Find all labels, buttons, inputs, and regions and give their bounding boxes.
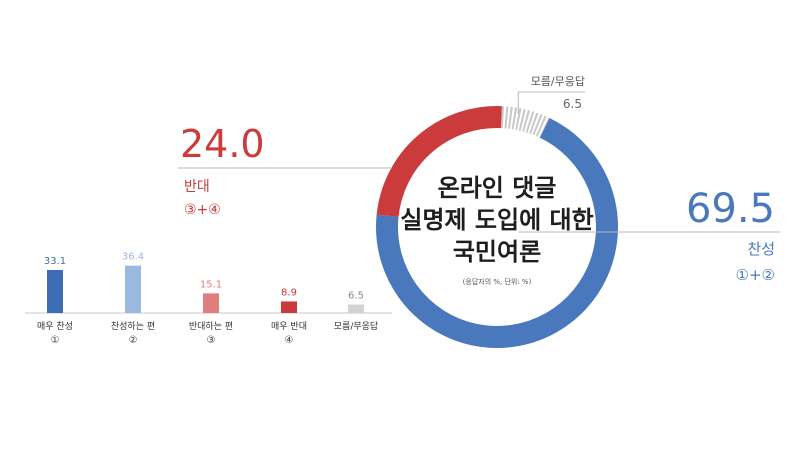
support-value-label: 69.5 [686, 186, 775, 232]
bar-value-label: 6.5 [348, 291, 364, 302]
bar-3 [203, 293, 219, 313]
donut-hole [399, 129, 595, 325]
donut-slice-unknown [500, 106, 550, 138]
oppose-label: 반대 [184, 179, 210, 195]
donut-slice-oppose [376, 106, 502, 218]
bar-value-label: 36.4 [122, 252, 144, 263]
unknown-leader-line [517, 91, 585, 114]
bar-category-label: 매우 찬성 [37, 321, 73, 332]
donut-slice-support [376, 117, 618, 348]
bar-category-marker: ④ [285, 335, 294, 346]
bar-value-label: 33.1 [44, 256, 66, 267]
donut-note: (응답자의 %, 단위: %) [463, 277, 532, 286]
bar-category-label: 매우 반대 [271, 321, 307, 332]
bar-2 [125, 265, 141, 313]
donut-title-line: 온라인 댓글 [438, 174, 557, 202]
bar-category-label: 반대하는 편 [189, 320, 233, 332]
bar-1 [47, 269, 63, 313]
bar-value-label: 8.9 [281, 287, 297, 298]
support-label: 찬성 [747, 240, 775, 258]
bar-5 [348, 304, 364, 313]
bar-4 [281, 301, 297, 313]
unknown-label: 모름/무응답 [531, 75, 585, 88]
oppose-value-label: 24.0 [180, 122, 265, 166]
donut-title-line: 국민여론 [453, 238, 541, 266]
donut-title-line: 실명제 도입에 대한 [400, 206, 593, 234]
support-sublabel: ①+② [736, 266, 775, 284]
bar-category-marker: ③ [207, 335, 216, 346]
unknown-value-label: 6.5 [563, 97, 582, 111]
bar-category-marker: ① [51, 335, 60, 346]
bar-category-label: 찬성하는 편 [111, 320, 155, 332]
bar-category-marker: ② [129, 335, 138, 346]
oppose-sublabel: ③+④ [184, 202, 221, 218]
bar-category-label: 모름/무응답 [334, 320, 378, 332]
bar-value-label: 15.1 [200, 279, 222, 290]
